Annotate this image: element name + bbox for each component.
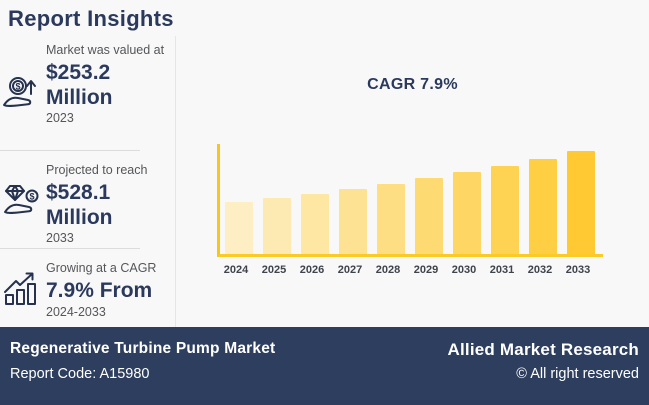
value-hand-icon: $: [2, 178, 42, 218]
x-axis-label-2032: 2032: [527, 264, 553, 276]
x-axis-label-2024: 2024: [223, 264, 249, 276]
bar-2028: [377, 184, 405, 254]
stat-label: Projected to reach: [46, 163, 148, 177]
bar-2026: [301, 194, 329, 254]
market-name: Regenerative Turbine Pump Market: [10, 340, 276, 357]
brand-name: Allied Market Research: [447, 340, 639, 359]
stats-sidebar: $ Market was valued at $253.2 Million 20…: [0, 36, 176, 327]
bar-2025: [263, 198, 291, 254]
divider: [0, 150, 140, 151]
footer-left: Regenerative Turbine Pump Market Report …: [10, 340, 275, 405]
stat-value: $528.1 Million: [46, 180, 113, 229]
stat-text: Market was valued at $253.2 Million 2023: [46, 42, 172, 125]
copyright: © All right reserved: [516, 366, 639, 382]
x-axis-label-2027: 2027: [337, 264, 363, 276]
bar-2032: [529, 159, 557, 254]
x-axis-label-2028: 2028: [375, 264, 401, 276]
bar-2029: [415, 178, 443, 254]
footer-right: Allied Market Research © All right reser…: [448, 340, 639, 405]
money-growth-icon: $: [2, 72, 42, 112]
divider: [0, 248, 140, 249]
bar-2024: [225, 202, 253, 254]
stat-period: 2023: [46, 111, 74, 126]
x-axis-label-2030: 2030: [451, 264, 477, 276]
footer: Regenerative Turbine Pump Market Report …: [0, 327, 649, 405]
stat-label: Market was valued at: [46, 43, 165, 57]
page-title: Report Insights: [8, 6, 174, 31]
x-axis-label-2033: 2033: [565, 264, 591, 276]
stat-label: Growing at a CAGR: [46, 261, 157, 275]
x-axis-label-2029: 2029: [413, 264, 439, 276]
report-code: Report Code: A15980: [10, 366, 150, 382]
cagr-chart-icon: [2, 266, 42, 306]
chart-title: CAGR 7.9%: [367, 76, 458, 93]
chart-area: CAGR 7.9% 2024 2025 2026 2027 2028 2029 2030 20…: [176, 36, 649, 327]
bar-2031: [491, 166, 519, 254]
bar-2033: [567, 151, 595, 254]
bar-2027: [339, 189, 367, 254]
stat-text: Projected to reach $528.1 Million 2033: [46, 162, 172, 245]
svg-text:$: $: [29, 192, 34, 202]
stat-period: 2033: [46, 231, 74, 246]
stat-value: $253.2 Million: [46, 60, 113, 109]
stat-value: 7.9% From: [46, 278, 153, 302]
x-axis-label-2031: 2031: [489, 264, 515, 276]
stat-projected: $ Projected to reach $528.1 Million 2033: [0, 162, 176, 245]
stat-market-valued: $ Market was valued at $253.2 Million 20…: [0, 42, 176, 125]
bar-chart: [217, 144, 603, 257]
x-axis-labels: 2024 2025 2026 2027 2028 2029 2030 2031 2032 2033: [217, 264, 597, 276]
x-axis-label-2025: 2025: [261, 264, 287, 276]
bars-group: [220, 144, 603, 254]
bar-2030: [453, 172, 481, 254]
svg-text:$: $: [15, 82, 20, 92]
stat-cagr: Growing at a CAGR 7.9% From 2024-2033: [0, 260, 176, 319]
stat-text: Growing at a CAGR 7.9% From 2024-2033: [46, 260, 172, 319]
stat-period: 2024-2033: [46, 304, 106, 319]
x-axis-label-2026: 2026: [299, 264, 325, 276]
